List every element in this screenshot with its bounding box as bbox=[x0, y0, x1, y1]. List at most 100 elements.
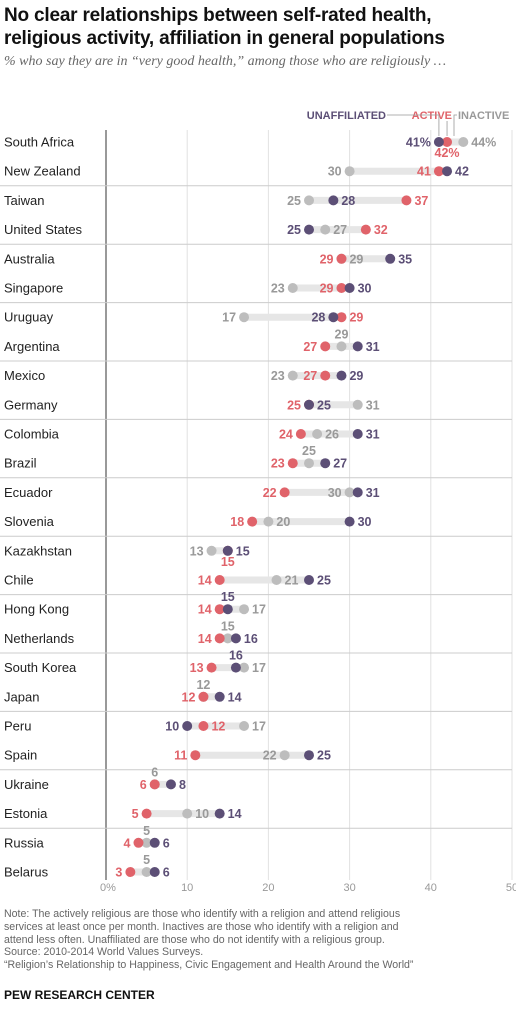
value-label-inactive: 5 bbox=[143, 824, 150, 838]
dot-unaffiliated bbox=[320, 458, 331, 469]
country-label: Uruguay bbox=[4, 310, 54, 325]
dot-unaffiliated bbox=[352, 487, 363, 498]
country-label: Belarus bbox=[4, 865, 49, 880]
dot-unaffiliated bbox=[304, 750, 314, 761]
dot-active bbox=[401, 195, 412, 206]
value-label-inactive: 29 bbox=[349, 252, 363, 266]
chart-subtitle: % who say they are in “very good health,… bbox=[4, 54, 447, 69]
legend-label-unaffiliated: UNAFFILIATED bbox=[307, 110, 386, 122]
dot-active bbox=[149, 779, 160, 790]
value-label-active: 14 bbox=[198, 574, 212, 588]
value-label-inactive: 13 bbox=[190, 544, 204, 558]
country-label: Taiwan bbox=[4, 193, 44, 208]
dot-active bbox=[320, 341, 331, 352]
dot-unaffiliated bbox=[165, 779, 176, 790]
value-label-active: 27 bbox=[303, 369, 317, 383]
dot-inactive bbox=[239, 604, 250, 615]
value-label-inactive: 26 bbox=[325, 428, 339, 442]
dot-active bbox=[360, 224, 371, 235]
dot-unaffiliated bbox=[328, 195, 339, 206]
dot-active bbox=[433, 166, 444, 177]
dot-active bbox=[295, 429, 306, 439]
value-label-active: 14 bbox=[198, 632, 212, 646]
value-label-active: 29 bbox=[349, 311, 363, 325]
value-label-active: 22 bbox=[263, 486, 277, 500]
value-label-unaffiliated: 41% bbox=[406, 136, 431, 150]
dot-active bbox=[125, 867, 136, 877]
value-label-inactive: 17 bbox=[222, 311, 236, 325]
country-label: Colombia bbox=[4, 427, 60, 442]
country-label: Ecuador bbox=[4, 485, 53, 500]
x-tick-label: 40 bbox=[425, 882, 437, 894]
country-label: Hong Kong bbox=[4, 602, 69, 617]
value-label-inactive: 20 bbox=[276, 515, 290, 529]
value-label-unaffiliated: 29 bbox=[349, 369, 363, 383]
value-label-active: 11 bbox=[174, 749, 187, 763]
value-label-active: 4 bbox=[124, 836, 131, 850]
value-label-inactive: 44% bbox=[471, 136, 496, 150]
legend-label-active: ACTIVE bbox=[412, 110, 452, 122]
country-label: South Korea bbox=[4, 660, 77, 675]
value-label-inactive: 31 bbox=[366, 398, 380, 412]
value-label-inactive: 17 bbox=[252, 661, 266, 675]
dot-plot: 0% 10 20 30 40 50 UNAFFILIATED ACTIVE INACTIVE So… bbox=[0, 110, 516, 894]
country-label: Argentina bbox=[4, 339, 60, 354]
value-label-unaffiliated: 14 bbox=[228, 807, 242, 821]
dot-inactive bbox=[287, 283, 298, 293]
country-label: Ukraine bbox=[4, 777, 49, 792]
value-label-inactive: 30 bbox=[328, 165, 342, 179]
value-label-unaffiliated: 6 bbox=[163, 866, 170, 880]
dot-unaffiliated bbox=[149, 837, 160, 848]
dot-active bbox=[214, 633, 225, 644]
dot-inactive bbox=[312, 429, 323, 439]
value-label-inactive: 22 bbox=[263, 749, 277, 763]
dot-active bbox=[320, 370, 331, 381]
dot-inactive bbox=[458, 137, 469, 147]
value-label-inactive: 25 bbox=[302, 444, 316, 458]
dot-active bbox=[247, 516, 258, 527]
value-label-unaffiliated: 25 bbox=[287, 223, 301, 237]
dot-active bbox=[198, 721, 209, 731]
dot-active bbox=[190, 750, 201, 761]
x-tick-label: 0% bbox=[100, 882, 116, 894]
value-label-active: 5 bbox=[132, 807, 139, 821]
dot-inactive bbox=[304, 458, 314, 469]
note-line: attend less often. Unaffiliated are thos… bbox=[4, 933, 385, 946]
dot-unaffiliated bbox=[385, 253, 396, 264]
country-label: Brazil bbox=[4, 456, 37, 471]
country-label: United States bbox=[4, 222, 83, 237]
dot-inactive bbox=[344, 166, 355, 177]
chart-title: No clear relationships between self-rate… bbox=[4, 5, 445, 49]
country-label: New Zealand bbox=[4, 164, 81, 179]
dot-unaffiliated bbox=[304, 575, 314, 585]
value-label-unaffiliated: 30 bbox=[358, 515, 372, 529]
dot-active bbox=[336, 283, 347, 293]
dot-active bbox=[214, 604, 225, 615]
value-label-unaffiliated: 16 bbox=[229, 649, 243, 663]
country-label: Mexico bbox=[4, 368, 45, 383]
dot-active bbox=[442, 137, 453, 147]
value-label-inactive: 17 bbox=[252, 603, 266, 617]
dot-inactive bbox=[182, 808, 193, 819]
value-label-active: 15 bbox=[221, 555, 235, 569]
value-label-active: 24 bbox=[279, 428, 293, 442]
dot-inactive bbox=[263, 516, 274, 527]
dot-unaffiliated bbox=[222, 604, 233, 615]
dot-active bbox=[133, 837, 144, 848]
country-label: South Africa bbox=[4, 135, 75, 150]
dot-inactive bbox=[279, 750, 290, 761]
value-label-unaffiliated: 16 bbox=[244, 632, 258, 646]
dot-active bbox=[214, 575, 225, 585]
country-label: Russia bbox=[4, 835, 45, 850]
dot-active bbox=[198, 691, 209, 702]
country-label: Germany bbox=[4, 397, 58, 412]
source-line: Source: 2010-2014 World Values Surveys. bbox=[4, 946, 204, 959]
chart-notes: Note: The actively religious are those w… bbox=[4, 908, 512, 972]
country-label: Singapore bbox=[4, 281, 63, 296]
dot-unaffiliated bbox=[352, 429, 363, 439]
value-label-unaffiliated: 25 bbox=[317, 398, 331, 412]
value-label-active: 29 bbox=[320, 282, 334, 296]
value-label-inactive: 23 bbox=[271, 369, 285, 383]
value-label-inactive: 17 bbox=[252, 720, 266, 734]
note-line: Note: The actively religious are those w… bbox=[4, 908, 401, 920]
